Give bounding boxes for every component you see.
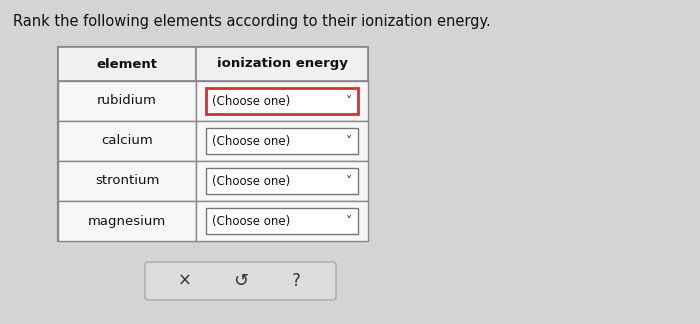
- Text: ionization energy: ionization energy: [216, 57, 347, 71]
- FancyBboxPatch shape: [196, 121, 368, 161]
- FancyBboxPatch shape: [196, 81, 368, 121]
- Text: rubidium: rubidium: [97, 95, 157, 108]
- Text: ?: ?: [292, 272, 300, 290]
- FancyBboxPatch shape: [58, 161, 196, 201]
- FancyBboxPatch shape: [58, 201, 196, 241]
- Text: (Choose one): (Choose one): [212, 134, 290, 147]
- Text: strontium: strontium: [94, 175, 159, 188]
- Text: Rank the following elements according to their ionization energy.: Rank the following elements according to…: [13, 14, 491, 29]
- Text: magnesium: magnesium: [88, 214, 166, 227]
- FancyBboxPatch shape: [58, 81, 196, 121]
- Text: ˅: ˅: [346, 175, 352, 188]
- Text: calcium: calcium: [101, 134, 153, 147]
- Text: (Choose one): (Choose one): [212, 95, 290, 108]
- FancyBboxPatch shape: [145, 262, 336, 300]
- Text: ×: ×: [178, 272, 192, 290]
- FancyBboxPatch shape: [196, 47, 368, 81]
- Text: (Choose one): (Choose one): [212, 175, 290, 188]
- Text: ↺: ↺: [233, 272, 248, 290]
- FancyBboxPatch shape: [206, 208, 358, 234]
- FancyBboxPatch shape: [196, 161, 368, 201]
- FancyBboxPatch shape: [58, 121, 196, 161]
- Text: ˅: ˅: [346, 214, 352, 227]
- FancyBboxPatch shape: [206, 88, 358, 114]
- Text: ˅: ˅: [346, 95, 352, 108]
- FancyBboxPatch shape: [196, 201, 368, 241]
- FancyBboxPatch shape: [58, 47, 196, 81]
- Text: ˅: ˅: [346, 134, 352, 147]
- Text: element: element: [97, 57, 158, 71]
- FancyBboxPatch shape: [58, 47, 368, 241]
- FancyBboxPatch shape: [206, 168, 358, 194]
- FancyBboxPatch shape: [206, 128, 358, 154]
- Text: (Choose one): (Choose one): [212, 214, 290, 227]
